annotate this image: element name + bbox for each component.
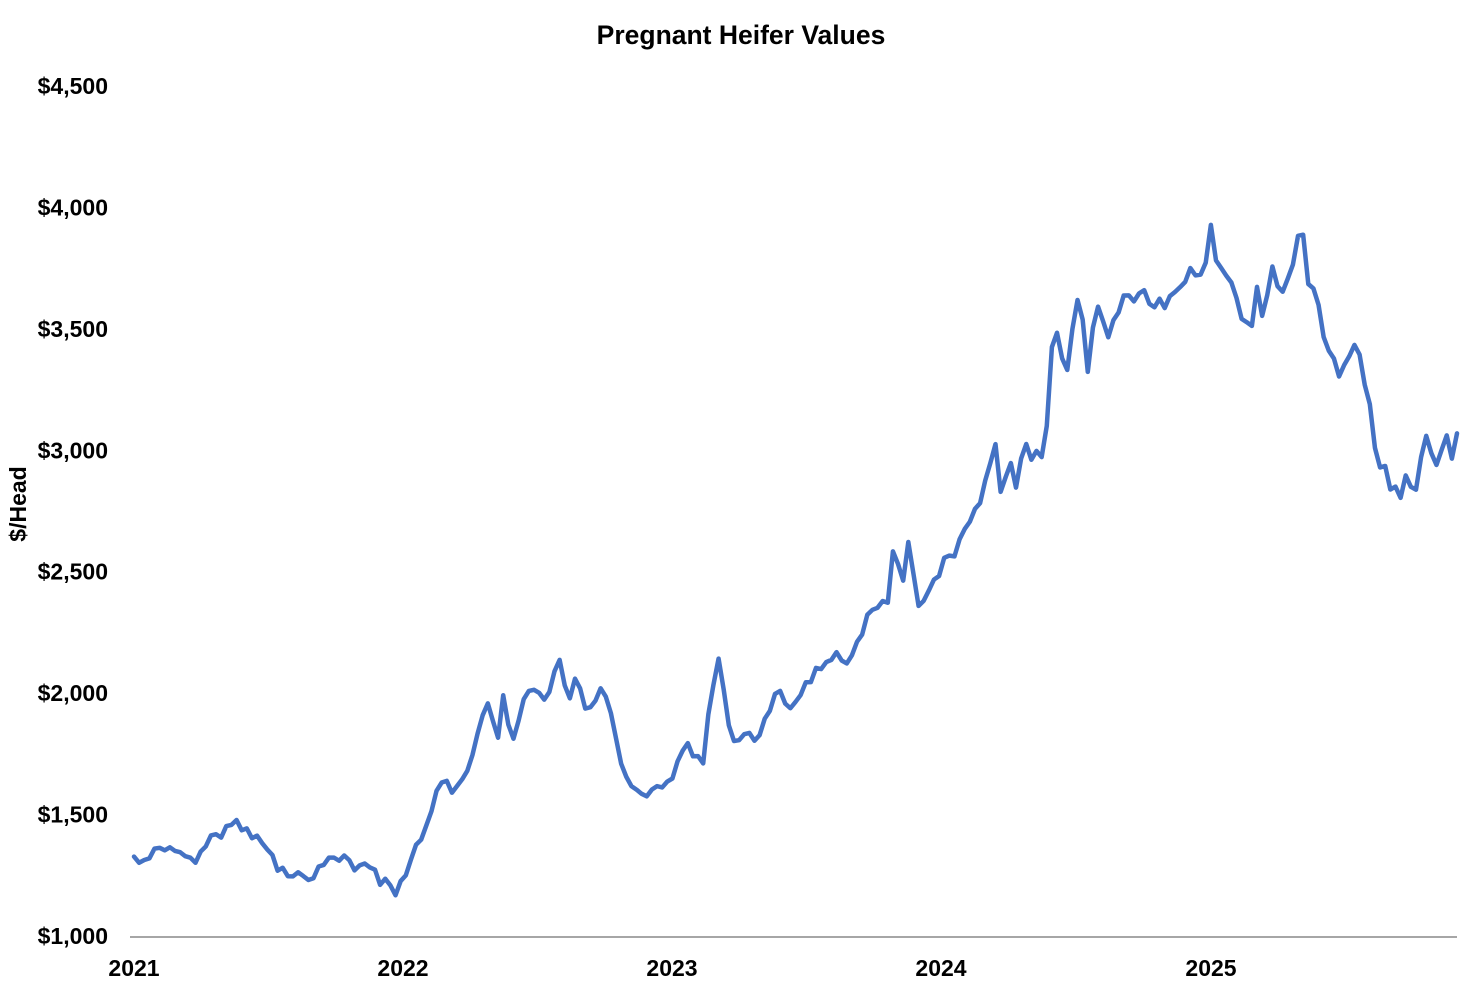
- svg-text:2022: 2022: [377, 955, 428, 981]
- svg-text:$/Head: $/Head: [5, 466, 31, 541]
- svg-text:$4,000: $4,000: [38, 194, 108, 220]
- svg-text:$2,000: $2,000: [38, 680, 108, 706]
- svg-text:2025: 2025: [1185, 955, 1236, 981]
- svg-text:$1,500: $1,500: [38, 802, 108, 828]
- svg-text:$4,500: $4,500: [38, 73, 108, 99]
- svg-text:$3,500: $3,500: [38, 316, 108, 342]
- svg-text:$2,500: $2,500: [38, 559, 108, 585]
- svg-text:2024: 2024: [915, 955, 966, 981]
- svg-text:2021: 2021: [108, 955, 159, 981]
- svg-text:$3,000: $3,000: [38, 437, 108, 463]
- svg-text:2023: 2023: [646, 955, 697, 981]
- svg-text:$1,000: $1,000: [38, 923, 108, 949]
